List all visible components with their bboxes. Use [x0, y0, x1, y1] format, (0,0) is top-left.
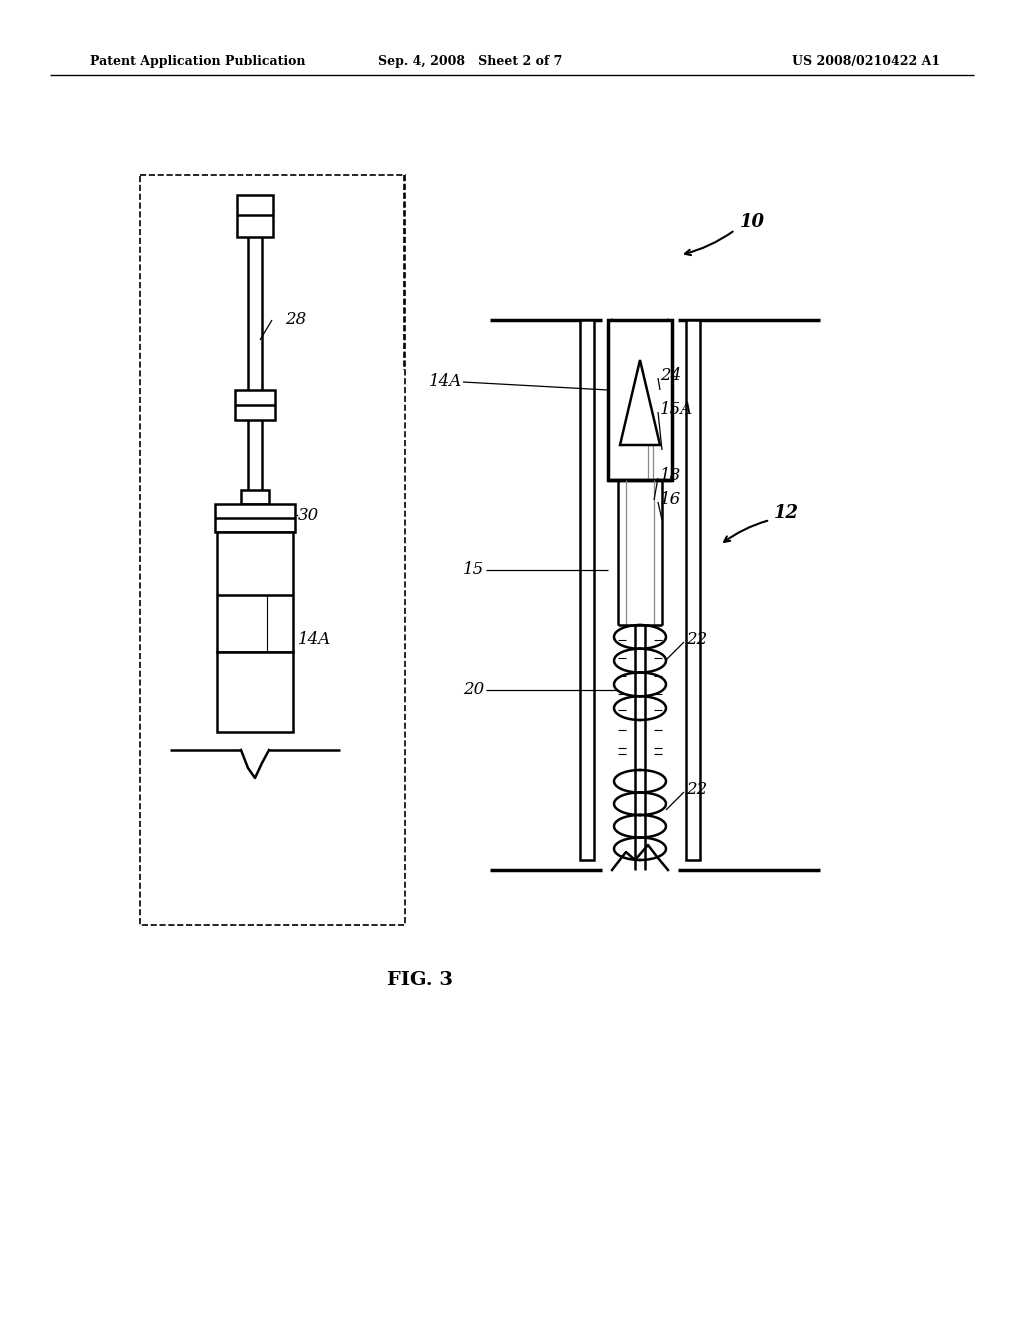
Text: 20: 20 — [463, 681, 484, 698]
Bar — [686, 319, 700, 861]
Text: Sep. 4, 2008   Sheet 2 of 7: Sep. 4, 2008 Sheet 2 of 7 — [378, 55, 562, 69]
Bar — [217, 532, 293, 652]
Bar — [217, 652, 293, 733]
Text: 24: 24 — [660, 367, 681, 384]
Bar — [608, 319, 672, 480]
Text: 28: 28 — [285, 312, 306, 329]
Text: 14A: 14A — [429, 374, 462, 391]
Text: US 2008/0210422 A1: US 2008/0210422 A1 — [792, 55, 940, 69]
Text: Patent Application Publication: Patent Application Publication — [90, 55, 305, 69]
Text: 14A: 14A — [298, 631, 331, 648]
Bar — [580, 319, 594, 861]
Polygon shape — [620, 360, 660, 445]
Bar — [215, 504, 295, 532]
Bar — [241, 490, 269, 504]
Text: 22: 22 — [686, 781, 708, 799]
Text: 12: 12 — [774, 504, 799, 521]
Text: 22: 22 — [686, 631, 708, 648]
Bar — [234, 389, 275, 420]
Text: 18: 18 — [660, 467, 681, 484]
Text: 15: 15 — [463, 561, 484, 578]
Text: 15A: 15A — [660, 401, 693, 418]
Text: FIG. 3: FIG. 3 — [387, 972, 453, 989]
Bar — [140, 176, 406, 925]
Text: 16: 16 — [660, 491, 681, 508]
Bar — [237, 195, 273, 238]
Text: 30: 30 — [298, 507, 319, 524]
Text: 10: 10 — [740, 213, 765, 231]
